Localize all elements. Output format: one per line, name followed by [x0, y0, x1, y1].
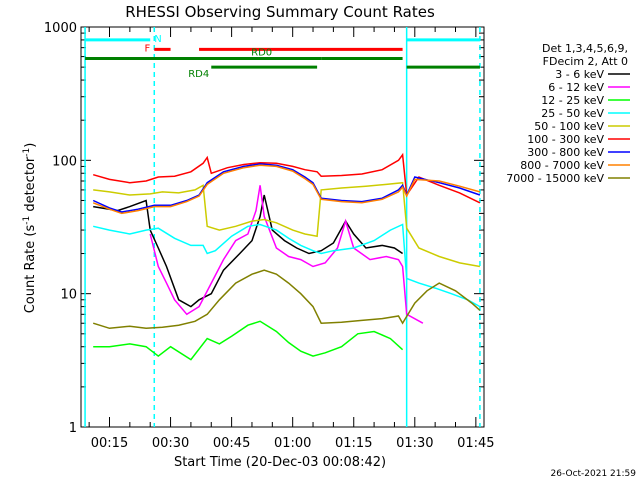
series-line [149, 185, 424, 324]
annotation-label: RD4 [188, 69, 209, 80]
reference-lines [84, 27, 481, 427]
series-line [92, 152, 481, 204]
series-line [93, 320, 404, 361]
legend-header-1: Det 1,3,4,5,6,9, [542, 42, 628, 55]
y-tick-label: 10 [60, 288, 77, 303]
annotation-label: N [154, 34, 161, 45]
x-axis-label: Start Time (20-Dec-03 00:08:42) [174, 455, 386, 470]
x-tick-label: 01:30 [396, 436, 433, 451]
mode-annotations: NF RD0 RD4 [85, 34, 480, 80]
legend-entry: 800 - 7000 keV [520, 159, 604, 172]
legend-entry: 25 - 50 keV [541, 107, 604, 120]
legend-entry: 50 - 100 keV [534, 120, 604, 133]
legend: Det 1,3,4,5,6,9, FDecim 2, Att 0 3 - 6 k… [506, 42, 630, 185]
y-tick-label: 100 [52, 154, 77, 169]
y-tick-label: 1000 [44, 21, 77, 36]
legend-entry: 7000 - 15000 keV [506, 172, 604, 185]
x-tick-label: 00:45 [213, 436, 250, 451]
plot-frame [80, 26, 485, 428]
series-line [92, 269, 481, 330]
series-group [92, 152, 481, 361]
series-line [93, 181, 481, 268]
series-line [92, 164, 481, 215]
annotation-label: RD0 [251, 48, 272, 59]
x-tick-label: 01:45 [457, 436, 494, 451]
series-line [93, 194, 404, 308]
legend-entry: 12 - 25 keV [541, 94, 604, 107]
x-tick-label: 00:30 [152, 436, 189, 451]
series-line [93, 223, 481, 308]
y-tick-label: 1 [69, 421, 77, 436]
legend-entry: 6 - 12 keV [548, 81, 604, 94]
legend-entry: 100 - 300 keV [527, 133, 604, 146]
legend-header-2: FDecim 2, Att 0 [543, 55, 628, 68]
annotation-label: F [145, 43, 151, 54]
series-line [92, 163, 481, 213]
legend-entry: 300 - 800 keV [527, 146, 604, 159]
chart-title: RHESSI Observing Summary Count Rates [125, 3, 435, 21]
y-axis-label: Count Rate (s-1 detector-1) [22, 143, 38, 314]
x-tick-label: 00:15 [91, 436, 128, 451]
axis-ticks: 1 10 100 1000 00:15 00:30 00:45 01:00 01:15 01:30… [44, 21, 495, 451]
x-tick-label: 01:15 [335, 436, 372, 451]
x-tick-label: 01:00 [274, 436, 311, 451]
timestamp: 26-Oct-2021 21:59 [551, 469, 637, 479]
legend-entry: 3 - 6 keV [555, 68, 604, 81]
